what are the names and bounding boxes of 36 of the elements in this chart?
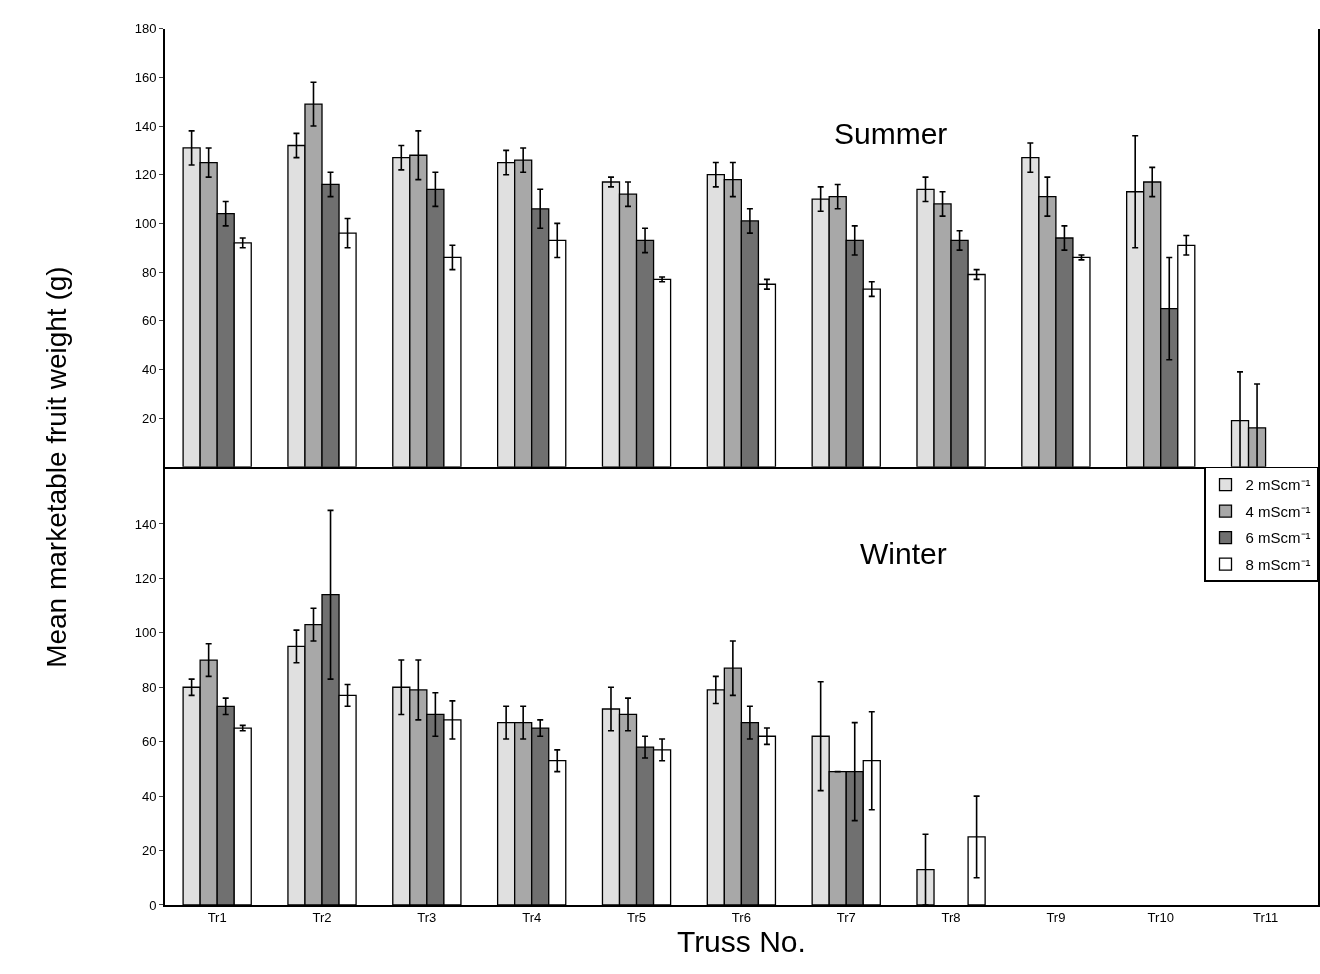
y-tick-label: 80 — [141, 264, 157, 280]
legend-label: 4 mScm⁻¹ — [1245, 502, 1311, 520]
y-tick-label: 40 — [141, 788, 157, 804]
text: Winter — [860, 537, 947, 570]
x-tick-label: Tr5 — [627, 910, 647, 926]
legend-label: 8 mScm⁻¹ — [1245, 555, 1311, 573]
x-tick-label: Tr6 — [731, 910, 751, 926]
y-tick-label: 120 — [134, 167, 157, 183]
x-tick-label: Tr2 — [312, 910, 332, 926]
x-tick-label: Tr7 — [836, 910, 856, 926]
y-tick-label: 0 — [149, 897, 157, 913]
y-tick-label: 100 — [134, 215, 157, 231]
x-tick-label: Tr10 — [1147, 910, 1174, 926]
y-axis-title: Mean marketable fruit weight (g) — [41, 266, 73, 668]
x-tick-label: Tr11 — [1252, 910, 1279, 926]
y-tick-label: 100 — [134, 625, 157, 641]
y-tick-label: 40 — [141, 361, 157, 377]
y-tick-label: 180 — [134, 21, 157, 37]
y-tick-label: 160 — [134, 69, 157, 85]
y-tick-label: 60 — [141, 734, 157, 750]
y-tick-label: 120 — [134, 570, 157, 586]
x-tick-label: Tr3 — [417, 910, 437, 926]
x-tick-label: Tr1 — [207, 910, 227, 926]
y-tick-label: 20 — [141, 843, 157, 859]
legend-label: 2 mScm⁻¹ — [1245, 476, 1311, 494]
y-tick-label: 140 — [134, 516, 157, 532]
x-tick-label: Tr9 — [1046, 910, 1066, 926]
x-tick-label: Tr4 — [522, 910, 542, 926]
x-tick-label: Tr8 — [941, 910, 961, 926]
y-tick-label: 140 — [134, 118, 157, 134]
legend-label: 6 mScm⁻¹ — [1245, 529, 1311, 547]
x-axis-title: Truss No. — [676, 925, 806, 959]
y-tick-label: 80 — [141, 679, 157, 695]
y-tick-label: 20 — [141, 410, 157, 426]
text: Summer — [834, 117, 948, 150]
y-tick-label: 60 — [141, 313, 157, 329]
